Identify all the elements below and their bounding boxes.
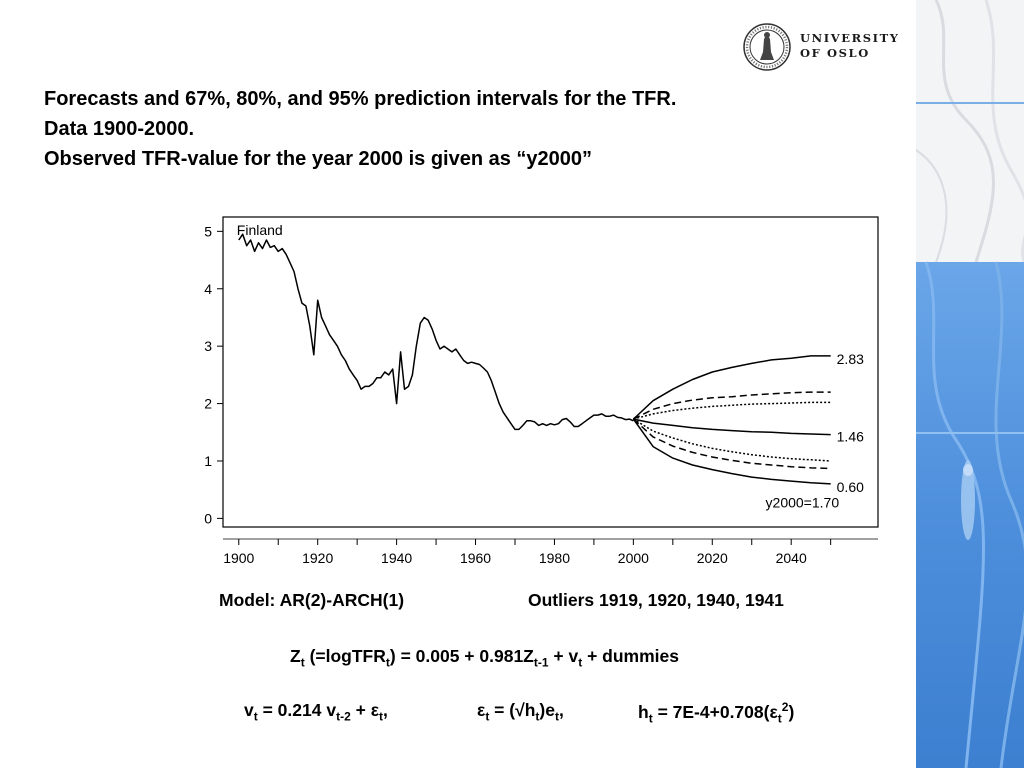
series-line-2 — [633, 391, 831, 420]
y-tick-label: 3 — [204, 338, 212, 354]
outliers-note: Outliers 1919, 1920, 1940, 1941 — [528, 590, 784, 610]
eq1-part: + v — [548, 646, 579, 666]
eq4-sub: t — [777, 711, 782, 726]
y-tick-label: 1 — [204, 453, 212, 469]
eq3-sub: t — [554, 709, 559, 724]
title-line-3: Observed TFR-value for the year 2000 is … — [44, 148, 593, 170]
series-line-3 — [633, 401, 831, 420]
x-tick-label: 1900 — [223, 550, 254, 566]
series-line-0 — [238, 233, 634, 431]
eq1-part: + dummies — [582, 646, 680, 666]
title-line-2: Data 1900-2000. — [44, 118, 195, 140]
university-seal-icon — [743, 23, 791, 71]
eq3-part: ε — [477, 700, 486, 720]
x-tick-label: 1960 — [460, 550, 491, 566]
eq1-part: (=logTFR — [304, 646, 386, 666]
model-spec: Model: AR(2)-ARCH(1) — [219, 590, 405, 610]
eq2-sub: t-2 — [336, 709, 351, 724]
side-band-artwork — [916, 0, 1024, 768]
university-name-line2: OF OSLO — [800, 46, 870, 60]
equation-epsilon: εt = (√ht)et, — [477, 700, 564, 724]
slide-title: Forecasts and 67%, 80%, and 95% predicti… — [44, 84, 904, 174]
x-tick-label: 1920 — [302, 550, 333, 566]
eq1-part: Z — [290, 646, 301, 666]
y-tick-label: 0 — [204, 510, 212, 526]
tfr-forecast-chart: 0 1 2 3 4 5 1900 1920 1940 1960 1980 2000 2020 2040 Fi… — [204, 216, 879, 566]
x-tick-label: 1980 — [539, 550, 570, 566]
series-line-5 — [633, 418, 831, 462]
annotation-median: 1.46 — [837, 428, 864, 444]
eq3-part: , — [558, 700, 564, 720]
x-tick-label: 2000 — [618, 550, 649, 566]
x-tick-label: 2040 — [776, 550, 807, 566]
eq2-sub: t — [253, 709, 258, 724]
eq1-sub: t — [300, 655, 305, 670]
eq1-sub: t — [385, 655, 390, 670]
title-line-1: Forecasts and 67%, 80%, and 95% predicti… — [44, 88, 677, 110]
equation-v: vt = 0.214 vt-2 + εt, — [244, 700, 388, 724]
y-tick-label: 4 — [204, 281, 212, 297]
eq2-part: v — [244, 700, 254, 720]
eq1-sub: t-1 — [533, 655, 549, 670]
eq2-part: + ε — [350, 700, 379, 720]
university-name: UNIVERSITY OF OSLO — [800, 31, 900, 61]
eq3-sub: t — [535, 709, 540, 724]
eq2-sub: t — [379, 709, 383, 724]
eq1-sub: t — [578, 655, 583, 670]
series-line-4 — [633, 418, 831, 436]
x-tick-label: 1940 — [381, 550, 412, 566]
equation-h: ht = 7E-4+0.708(εt2) — [638, 700, 794, 725]
eq2-part: , — [383, 700, 388, 720]
eq4-sup: 2 — [781, 700, 789, 714]
annotation-upper: 2.83 — [837, 351, 864, 367]
y-tick-label: 2 — [204, 396, 212, 412]
series-line-6 — [632, 418, 831, 470]
annotation-y2000: y2000=1.70 — [766, 494, 840, 510]
eq4-part: h — [638, 701, 649, 722]
eq4-part: = 7E-4+0.708(ε — [652, 701, 778, 722]
university-logo: UNIVERSITY OF OSLO — [742, 22, 902, 74]
eq2-part: = 0.214 v — [257, 700, 337, 720]
eq4-part: ) — [788, 701, 795, 722]
x-tick-label: 2020 — [697, 550, 728, 566]
university-name-line1: UNIVERSITY — [800, 31, 900, 45]
eq3-part: = (√h — [489, 700, 536, 720]
panel-label: Finland — [237, 222, 283, 238]
eq4-sub: t — [648, 711, 653, 726]
annotation-lower: 0.60 — [837, 479, 864, 495]
plot-frame — [222, 216, 879, 528]
eq1-part: ) = 0.005 + 0.981Z — [389, 646, 534, 666]
equation-z: Zt (=logTFRt) = 0.005 + 0.981Zt-1 + vt +… — [290, 646, 679, 670]
y-tick-label: 5 — [204, 223, 212, 239]
eq3-part: )e — [539, 700, 555, 720]
series-line-7 — [632, 418, 831, 485]
eq3-sub: t — [485, 709, 490, 724]
decorative-side-band — [916, 0, 1024, 768]
series-line-1 — [632, 355, 831, 420]
